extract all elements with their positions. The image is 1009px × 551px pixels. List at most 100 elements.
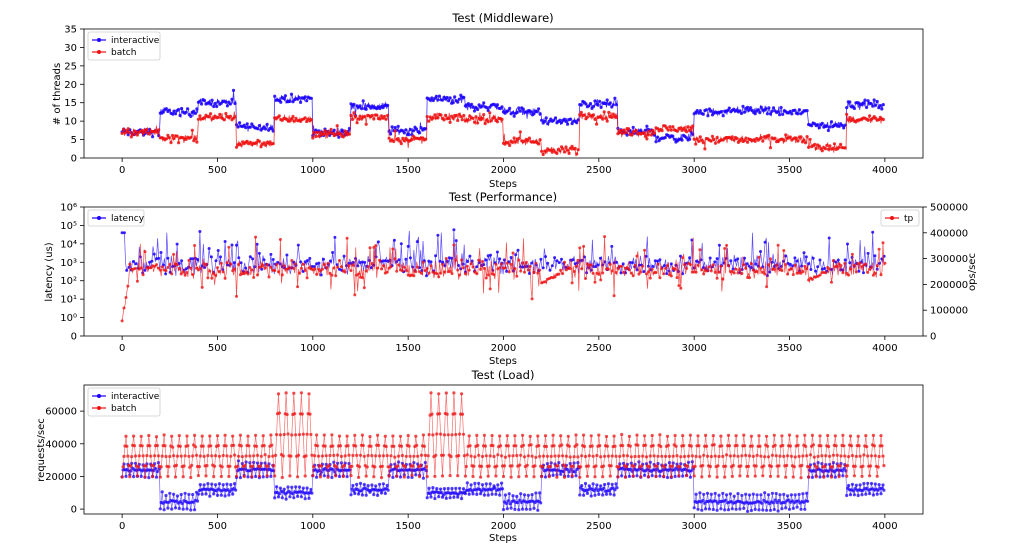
performance-latency-point bbox=[656, 259, 660, 263]
load-batch-point bbox=[509, 475, 513, 479]
middleware-ytick-label-1: 5 bbox=[71, 135, 77, 146]
load-batch-point bbox=[685, 464, 690, 468]
load-batch-point bbox=[316, 454, 321, 458]
middleware-batch-point bbox=[141, 131, 146, 135]
performance-latency-point bbox=[743, 256, 746, 260]
performance-y2tick-label-2: 200000 bbox=[930, 280, 968, 291]
middleware-interactive-point bbox=[611, 103, 615, 107]
middleware-ytick-label-5: 25 bbox=[64, 61, 77, 72]
load-batch-point bbox=[456, 474, 460, 478]
middleware-batch-point bbox=[692, 137, 696, 141]
load-interactive-point bbox=[164, 493, 168, 498]
legend-tp-marker bbox=[890, 216, 894, 220]
performance-latency-point bbox=[754, 262, 758, 266]
load-batch-point bbox=[339, 454, 343, 458]
middleware-batch-point bbox=[611, 112, 615, 116]
load-batch-point bbox=[315, 433, 319, 437]
middleware-interactive-point bbox=[180, 106, 184, 111]
load-batch-point bbox=[122, 454, 126, 458]
load-interactive-point bbox=[221, 483, 225, 487]
middleware-interactive-point bbox=[753, 112, 757, 116]
load-batch-point bbox=[483, 444, 487, 448]
performance-tp-point bbox=[757, 255, 761, 259]
performance-latency-point bbox=[306, 259, 309, 262]
load-batch-point bbox=[850, 454, 855, 458]
load-batch-point bbox=[311, 474, 315, 478]
load-batch-point bbox=[177, 434, 181, 438]
load-batch-point bbox=[829, 475, 834, 479]
load-batch-point bbox=[719, 434, 723, 438]
performance-tp-point bbox=[204, 262, 208, 266]
middleware-batch-point bbox=[436, 116, 440, 120]
load-interactive-point bbox=[610, 482, 614, 486]
performance-tp-point bbox=[601, 271, 605, 275]
load-batch-point bbox=[799, 476, 803, 480]
load-interactive-point bbox=[841, 474, 845, 478]
load-interactive-point bbox=[782, 492, 786, 496]
performance-tp-point bbox=[193, 244, 197, 247]
performance-tp-point bbox=[349, 269, 353, 273]
middleware-batch-point bbox=[566, 148, 570, 152]
load-interactive-point bbox=[179, 492, 183, 497]
legend-interactive-marker-1 bbox=[97, 38, 101, 42]
load-interactive-point bbox=[532, 506, 536, 510]
load-interactive-point bbox=[193, 508, 197, 512]
middleware-interactive-point bbox=[570, 122, 574, 126]
load-interactive-point bbox=[448, 496, 452, 500]
middleware-batch-point bbox=[488, 111, 492, 115]
load-batch-point bbox=[162, 433, 166, 437]
performance-tp-point bbox=[288, 266, 292, 270]
middleware-interactive-point bbox=[741, 104, 745, 108]
performance-tp-point bbox=[265, 263, 269, 266]
load-interactive-point bbox=[493, 486, 497, 490]
load-batch-point bbox=[446, 433, 450, 437]
load-batch-point bbox=[289, 454, 293, 458]
performance-latency-point bbox=[557, 261, 561, 265]
load-interactive-point bbox=[452, 495, 456, 499]
load-interactive-point bbox=[704, 507, 708, 511]
load-batch-point bbox=[562, 475, 567, 479]
middleware-interactive-point bbox=[826, 128, 831, 133]
performance-tp-point bbox=[477, 258, 481, 262]
load-batch-point bbox=[407, 444, 411, 448]
load-interactive-point bbox=[330, 475, 334, 480]
middleware-batch-point bbox=[691, 124, 695, 128]
load-batch-point bbox=[378, 454, 382, 458]
load-batch-point bbox=[276, 392, 281, 396]
load-interactive-point bbox=[181, 507, 185, 511]
performance-tp-point bbox=[509, 262, 513, 266]
performance-tp-point bbox=[412, 274, 416, 278]
load-batch-point bbox=[398, 434, 403, 438]
middleware-interactive-point bbox=[482, 101, 486, 105]
performance-latency-point bbox=[303, 260, 307, 264]
performance-latency-point bbox=[198, 230, 202, 233]
performance-latency-point bbox=[495, 250, 499, 254]
middleware-interactive-point bbox=[303, 95, 307, 99]
load-batch-point bbox=[627, 434, 632, 438]
performance-tp-point bbox=[734, 267, 738, 271]
middleware-batch-point bbox=[433, 113, 437, 117]
middleware-interactive-point bbox=[861, 101, 866, 105]
middleware-interactive-point bbox=[756, 108, 760, 112]
performance-tp-point bbox=[217, 269, 221, 273]
performance-y2tick-label-5: 500000 bbox=[930, 203, 968, 214]
load-batch-point bbox=[450, 433, 454, 437]
middleware-interactive-point bbox=[411, 129, 416, 133]
performance-tp-point bbox=[868, 267, 872, 271]
performance-tp-point bbox=[475, 272, 479, 276]
middleware-interactive-point bbox=[164, 107, 168, 111]
load-batch-point bbox=[296, 475, 300, 479]
performance-tp-point bbox=[208, 269, 212, 273]
load-batch-point bbox=[754, 464, 758, 468]
load-batch-point bbox=[700, 475, 704, 479]
performance-latency-point bbox=[736, 257, 740, 261]
load-batch-point bbox=[214, 454, 218, 458]
middleware-plot-frame bbox=[83, 28, 924, 159]
load-batch-point bbox=[774, 454, 778, 458]
middleware-batch-point bbox=[288, 119, 292, 123]
load-batch-point bbox=[735, 443, 739, 448]
load-batch-point bbox=[467, 434, 471, 438]
middleware-batch-point bbox=[814, 146, 818, 150]
load-batch-point bbox=[220, 465, 224, 469]
load-batch-point bbox=[418, 475, 422, 479]
